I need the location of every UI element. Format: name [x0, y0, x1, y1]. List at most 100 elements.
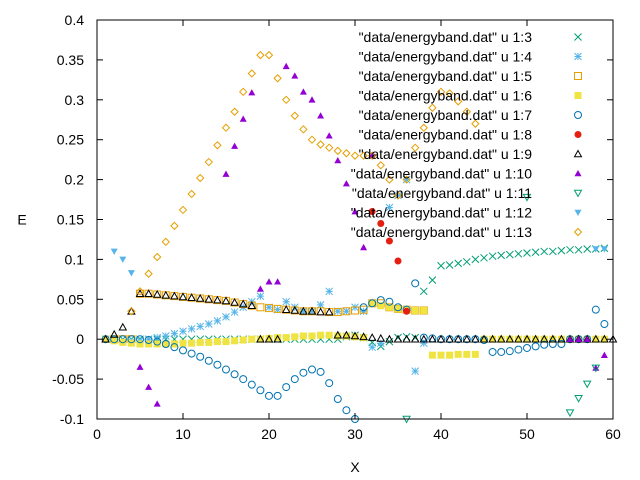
data-point	[359, 305, 368, 314]
data-point	[170, 343, 179, 352]
data-point	[359, 151, 368, 160]
x-tick-label: 60	[605, 426, 621, 442]
data-point	[325, 132, 333, 139]
data-point	[290, 375, 299, 384]
y-tick-label: 0.1	[65, 251, 85, 267]
data-point	[274, 334, 282, 342]
data-point	[342, 406, 351, 415]
legend-marker	[573, 189, 583, 198]
data-point	[170, 291, 179, 300]
data-point	[411, 367, 420, 375]
data-point	[324, 143, 334, 152]
data-point	[127, 335, 136, 344]
data-point	[188, 339, 196, 347]
data-point	[497, 347, 506, 356]
data-point	[213, 316, 222, 325]
data-point	[222, 338, 230, 346]
data-point	[342, 180, 350, 187]
data-point	[471, 350, 479, 358]
data-point	[428, 351, 436, 359]
data-point	[471, 255, 480, 264]
data-point	[600, 334, 609, 343]
data-point	[316, 140, 325, 149]
data-point	[282, 62, 290, 70]
data-point	[231, 337, 239, 345]
data-point	[290, 305, 300, 314]
legend-marker	[573, 149, 583, 158]
data-point	[540, 247, 549, 256]
legend-label: "data/energyband.dat" u 1:4	[359, 49, 533, 65]
data-point	[291, 333, 299, 341]
data-point	[445, 261, 454, 269]
series-9	[101, 289, 618, 343]
data-point	[334, 156, 342, 164]
data-point	[582, 380, 592, 389]
data-point	[540, 335, 548, 343]
data-point	[282, 334, 290, 342]
data-point	[453, 334, 463, 343]
data-point	[145, 383, 153, 390]
y-tick-label: -0.05	[52, 371, 84, 387]
data-point	[110, 337, 118, 345]
data-point	[428, 103, 437, 112]
data-point	[204, 356, 213, 365]
data-point	[531, 248, 540, 257]
x-axis-label: X	[350, 459, 360, 475]
data-point	[238, 87, 248, 97]
data-point	[489, 335, 497, 343]
data-point	[299, 307, 308, 316]
data-point	[334, 332, 342, 340]
y-tick-label: 0.05	[57, 291, 84, 307]
data-point	[523, 343, 531, 352]
data-point	[316, 301, 325, 309]
data-point	[454, 259, 463, 268]
data-point	[575, 335, 583, 342]
data-point	[557, 334, 566, 343]
data-point	[256, 292, 265, 300]
legend-marker	[574, 131, 582, 138]
data-point	[410, 143, 420, 152]
x-tick-label: 10	[175, 426, 191, 442]
data-point	[565, 409, 575, 418]
series-8	[368, 208, 411, 315]
data-point	[144, 335, 153, 344]
data-point	[351, 306, 359, 315]
data-point	[316, 367, 325, 376]
data-point	[437, 351, 445, 359]
data-point	[453, 97, 463, 106]
data-point	[256, 386, 265, 395]
data-point	[256, 303, 265, 312]
data-point	[274, 278, 282, 285]
data-point	[428, 276, 437, 285]
data-point	[420, 306, 428, 314]
data-point	[333, 146, 343, 156]
data-point	[419, 339, 428, 348]
data-point	[462, 257, 471, 266]
data-point	[213, 295, 222, 304]
data-point	[152, 289, 162, 298]
data-point	[282, 297, 291, 306]
y-tick-label: 0.25	[57, 132, 84, 148]
data-point	[325, 287, 334, 296]
data-point	[445, 334, 454, 343]
data-point	[377, 302, 385, 310]
data-point	[393, 191, 403, 200]
data-point	[462, 107, 472, 116]
data-point	[325, 331, 333, 339]
data-point	[187, 293, 196, 302]
data-point	[127, 307, 136, 316]
data-point	[316, 307, 325, 316]
data-point	[162, 340, 170, 348]
data-point	[299, 368, 308, 377]
data-point	[179, 327, 187, 336]
data-point	[600, 246, 608, 253]
data-point	[419, 333, 428, 342]
data-point	[204, 320, 213, 328]
data-point	[265, 304, 273, 313]
data-point	[488, 347, 497, 356]
data-point	[368, 299, 376, 307]
data-point	[532, 335, 540, 343]
data-point	[153, 400, 161, 407]
data-point	[385, 175, 394, 184]
x-tick-label: 50	[519, 426, 535, 442]
